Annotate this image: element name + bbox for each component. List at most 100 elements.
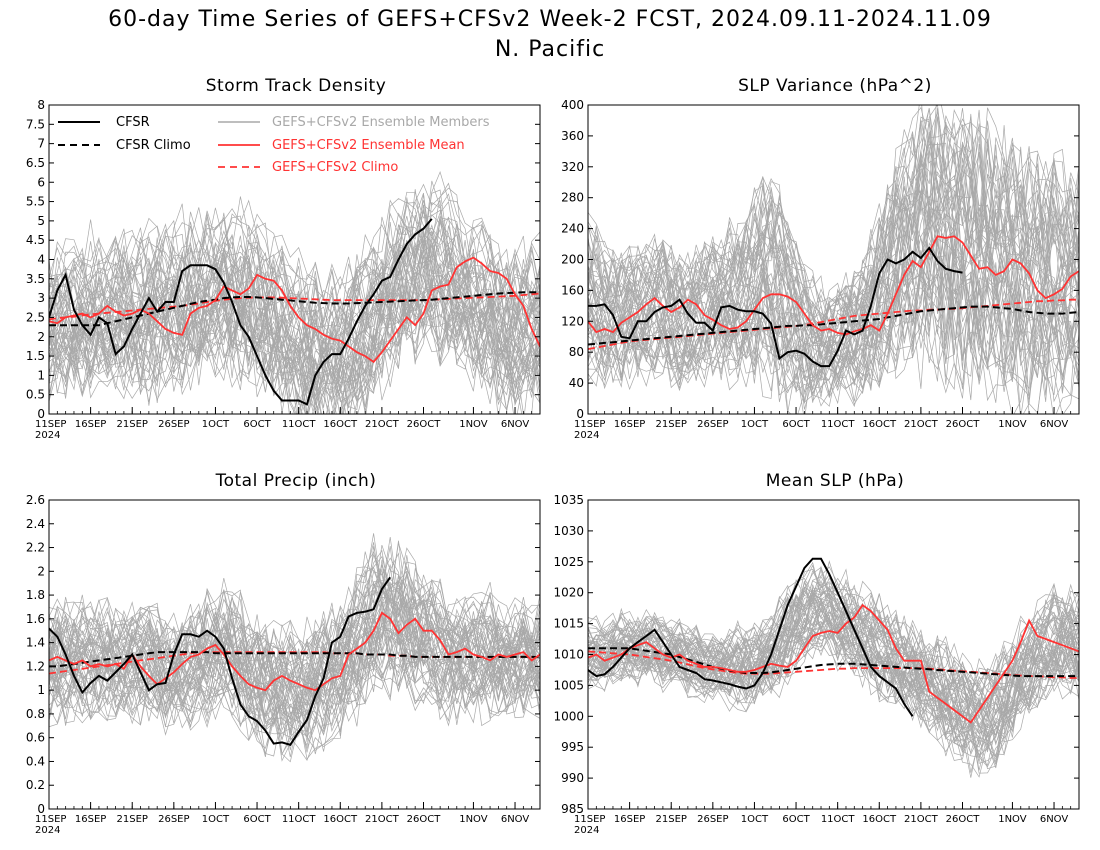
y-tick-label: 360 <box>561 129 584 143</box>
x-tick-label: 11SEP <box>35 419 66 430</box>
member-line <box>49 574 540 702</box>
x-tick-label: 6NOV <box>501 814 530 825</box>
y-tick-label: 40 <box>569 376 584 390</box>
x-tick-label: 16SEP <box>75 419 106 430</box>
member-line <box>588 242 1079 403</box>
member-line <box>588 629 1079 756</box>
member-line <box>49 289 540 414</box>
x-tick-label: 21SEP <box>117 419 148 430</box>
x-tick-label: 21SEP <box>117 814 148 825</box>
x-tick-label: 26SEP <box>158 814 189 825</box>
y-tick-label: 0 <box>576 407 584 421</box>
member-line <box>49 204 540 353</box>
y-tick-label: 1030 <box>553 524 584 538</box>
y-tick-label: 1020 <box>553 586 584 600</box>
y-tick-label: 80 <box>569 345 584 359</box>
cfsr-line <box>588 557 914 717</box>
y-tick-label: 1.2 <box>26 659 45 673</box>
x-year-label: 2024 <box>35 825 60 836</box>
y-tick-label: 7.5 <box>26 117 45 131</box>
plot-frame <box>48 499 541 810</box>
member-line <box>49 656 540 760</box>
x-tick-label: 26OCT <box>946 814 981 825</box>
member-line <box>49 233 540 408</box>
x-tick-label: 16OCT <box>862 419 897 430</box>
y-tick-label: 5 <box>37 214 45 228</box>
x-tick-label: 1OCT <box>202 419 230 430</box>
member-line <box>49 281 540 414</box>
member-line <box>588 633 1079 771</box>
y-tick-label: 4.5 <box>26 233 45 247</box>
member-line <box>49 209 540 377</box>
panel-mean-slp: Mean SLP (hPa) 985 990 995 1000 1005 1010 1015… <box>553 471 1080 836</box>
x-tick-label: 26SEP <box>158 419 189 430</box>
x-tick-label: 16SEP <box>75 814 106 825</box>
figure-title-line1: 60-day Time Series of GEFS+CFSv2 Week-2 … <box>108 7 992 32</box>
member-line <box>588 592 1079 730</box>
member-line <box>49 189 540 352</box>
y-tick-label: 1005 <box>553 678 584 692</box>
y-tick-label: 2.5 <box>26 310 45 324</box>
x-tick-label: 11SEP <box>35 814 66 825</box>
x-tick-label: 16OCT <box>323 419 358 430</box>
x-tick-label: 21OCT <box>904 419 939 430</box>
x-tick-label: 26OCT <box>407 419 442 430</box>
member-line <box>49 604 540 736</box>
y-tick-label: 4 <box>37 253 45 267</box>
x-tick-label: 1NOV <box>459 419 488 430</box>
member-line <box>49 261 540 382</box>
x-tick-label: 11OCT <box>821 419 856 430</box>
x-tick-label: 6OCT <box>243 814 271 825</box>
y-tick-label: 1035 <box>553 493 584 507</box>
y-tick-label: 2 <box>37 564 45 578</box>
x-tick-label: 16OCT <box>862 814 897 825</box>
member-line <box>49 614 540 733</box>
x-tick-label: 1NOV <box>998 419 1027 430</box>
y-tick-label: 1.6 <box>26 612 45 626</box>
y-tick-label: 0 <box>37 802 45 816</box>
legend-label-ens-mean: GEFS+CFSv2 Ensemble Mean <box>272 138 465 153</box>
legend-label-members: GEFS+CFSv2 Ensemble Members <box>272 115 490 130</box>
legend-label-gefs-climo: GEFS+CFSv2 Climo <box>272 160 398 175</box>
member-line <box>588 602 1079 738</box>
member-line <box>588 578 1079 719</box>
member-line <box>588 108 1079 338</box>
cfsr-climo-line <box>588 647 1079 678</box>
panel-slp-variance: SLP Variance (hPa^2) 0 40 80 120 160 200 240 28… <box>561 76 1080 441</box>
x-tick-label: 6NOV <box>1040 419 1069 430</box>
member-line <box>588 566 1079 707</box>
ensemble-members <box>49 533 540 763</box>
y-tick-label: 1025 <box>553 555 584 569</box>
x-tick-label: 11OCT <box>821 814 856 825</box>
y-tick-label: 400 <box>561 98 584 112</box>
x-tick-label: 26OCT <box>407 814 442 825</box>
y-tick-label: 7 <box>37 137 45 151</box>
x-tick-label: 16SEP <box>614 419 645 430</box>
member-line <box>49 600 540 725</box>
member-line <box>588 277 1079 414</box>
x-tick-label: 6NOV <box>501 419 530 430</box>
y-tick-label: 1 <box>37 683 45 697</box>
member-line <box>49 620 540 742</box>
x-tick-label: 6OCT <box>243 419 271 430</box>
y-tick-label: 8 <box>37 98 45 112</box>
member-line <box>49 570 540 699</box>
ens-mean-line <box>588 235 1079 336</box>
x-year-label: 2024 <box>35 430 60 441</box>
x-tick-label: 16SEP <box>614 814 645 825</box>
x-tick-label: 21OCT <box>365 814 400 825</box>
panel-title: Mean SLP (hPa) <box>766 471 905 491</box>
y-tick-label: 1 <box>37 368 45 382</box>
member-line <box>49 581 540 703</box>
x-year-label: 2024 <box>574 825 599 836</box>
member-line <box>49 284 540 414</box>
member-line <box>588 105 1079 321</box>
member-line <box>49 271 540 414</box>
panel-title: Storm Track Density <box>206 76 387 96</box>
y-tick-label: 0 <box>37 407 45 421</box>
x-tick-label: 6OCT <box>782 419 810 430</box>
y-tick-label: 6.5 <box>26 156 45 170</box>
x-tick-label: 6NOV <box>1040 814 1069 825</box>
x-tick-label: 21SEP <box>656 419 687 430</box>
y-tick-label: 240 <box>561 222 584 236</box>
